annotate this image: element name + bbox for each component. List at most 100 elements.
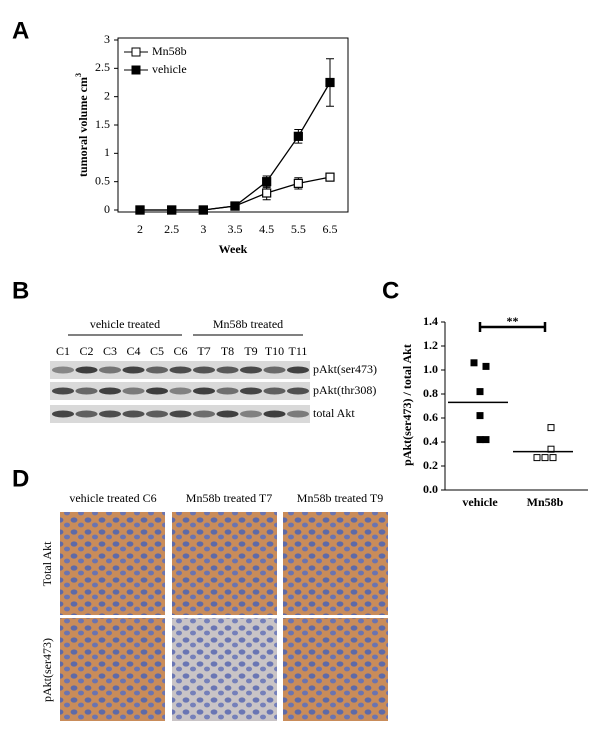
x-tick-label: 2.5 bbox=[164, 222, 179, 236]
panel-label: C bbox=[382, 277, 399, 304]
blot-strip bbox=[50, 382, 310, 400]
marker bbox=[262, 177, 272, 187]
band bbox=[240, 410, 262, 418]
dot bbox=[476, 412, 484, 420]
band bbox=[169, 366, 192, 374]
row-label: Total Akt bbox=[40, 541, 54, 586]
band-label: total Akt bbox=[313, 406, 355, 420]
column-header: vehicle treated C6 bbox=[69, 491, 156, 505]
band-label: pAkt(ser473) bbox=[313, 362, 377, 376]
lane-label: C1 bbox=[56, 344, 70, 358]
y-tick-label: 1.0 bbox=[423, 362, 438, 376]
band bbox=[216, 387, 239, 395]
marker bbox=[167, 205, 177, 215]
x-tick-label: 4.5 bbox=[259, 222, 274, 236]
y-tick-label: 2 bbox=[104, 88, 110, 102]
legend-label: vehicle bbox=[152, 62, 187, 76]
column-header: Mn58b treated T7 bbox=[186, 491, 272, 505]
band bbox=[193, 410, 215, 418]
band bbox=[240, 387, 262, 395]
lane-label: T8 bbox=[221, 344, 234, 358]
band bbox=[52, 387, 74, 395]
band bbox=[263, 410, 286, 418]
lane-label: T9 bbox=[244, 344, 257, 358]
band bbox=[240, 366, 262, 374]
marker bbox=[325, 77, 335, 88]
band bbox=[52, 410, 74, 418]
x-tick-label: 2 bbox=[137, 222, 143, 236]
dot bbox=[476, 436, 484, 444]
y-tick-label: 0 bbox=[104, 202, 110, 216]
band bbox=[263, 366, 286, 374]
band bbox=[169, 387, 192, 395]
x-tick-label: 3 bbox=[200, 222, 206, 236]
y-tick-label: 0.6 bbox=[423, 410, 438, 424]
marker bbox=[262, 188, 272, 198]
dot bbox=[482, 362, 490, 370]
band bbox=[122, 366, 145, 374]
dot bbox=[476, 388, 484, 396]
marker bbox=[198, 205, 208, 215]
band bbox=[169, 410, 192, 418]
y-tick-label: 1.5 bbox=[95, 117, 110, 131]
band bbox=[99, 387, 121, 395]
y-axis-label: pAkt(ser473) / total Akt bbox=[400, 344, 414, 466]
micrograph bbox=[283, 618, 388, 721]
y-tick-label: 1.2 bbox=[423, 338, 438, 352]
annotation: ** bbox=[507, 314, 519, 328]
x-tick-label: Mn58b bbox=[527, 495, 564, 509]
band bbox=[193, 366, 215, 374]
lane-label: C6 bbox=[173, 344, 187, 358]
y-tick-label: 2.5 bbox=[95, 60, 110, 74]
x-tick-label: 3.5 bbox=[228, 222, 243, 236]
y-label-sup: 3 bbox=[74, 73, 83, 77]
marker bbox=[230, 201, 240, 211]
band bbox=[122, 387, 145, 395]
band bbox=[99, 366, 121, 374]
band bbox=[75, 366, 98, 374]
legend-marker bbox=[131, 65, 141, 75]
y-axis-label: tumoral volume cm3 bbox=[74, 73, 90, 177]
dot bbox=[549, 454, 557, 462]
band bbox=[146, 387, 168, 395]
blot-group-label: vehicle treated bbox=[90, 317, 160, 331]
band bbox=[287, 410, 309, 418]
lane-label: C3 bbox=[103, 344, 117, 358]
dot bbox=[482, 436, 490, 444]
x-tick-label: vehicle bbox=[462, 495, 498, 509]
band-label: pAkt(thr308) bbox=[313, 383, 376, 397]
dot bbox=[533, 454, 541, 462]
micrograph bbox=[60, 512, 165, 615]
lane-label: T11 bbox=[289, 344, 308, 358]
band bbox=[193, 387, 215, 395]
lane-label: C2 bbox=[79, 344, 93, 358]
lane-label: T10 bbox=[265, 344, 284, 358]
series-line bbox=[140, 82, 331, 211]
y-tick-label: 0.2 bbox=[423, 458, 438, 472]
panel-label: B bbox=[12, 277, 29, 304]
dot bbox=[547, 424, 555, 432]
y-tick-label: 0.4 bbox=[423, 434, 438, 448]
lane-label: T7 bbox=[197, 344, 210, 358]
band bbox=[216, 366, 239, 374]
band bbox=[75, 387, 98, 395]
blot-group-label: Mn58b treated bbox=[213, 317, 283, 331]
band bbox=[122, 410, 145, 418]
marker bbox=[293, 131, 303, 141]
column-header: Mn58b treated T9 bbox=[297, 491, 383, 505]
dot bbox=[541, 454, 549, 462]
band bbox=[287, 366, 309, 374]
y-tick-label: 1 bbox=[104, 145, 110, 159]
y-tick-label: 3 bbox=[104, 32, 110, 46]
marker bbox=[325, 172, 335, 182]
band bbox=[216, 410, 239, 418]
marker bbox=[135, 205, 145, 215]
y-tick-label: 0.8 bbox=[423, 386, 438, 400]
legend-marker bbox=[131, 47, 141, 57]
panel-label: D bbox=[12, 465, 29, 492]
significance-bracket bbox=[478, 322, 547, 332]
y-label-text: tumoral volume cm bbox=[76, 77, 90, 177]
y-tick-label: 1.4 bbox=[423, 314, 438, 328]
